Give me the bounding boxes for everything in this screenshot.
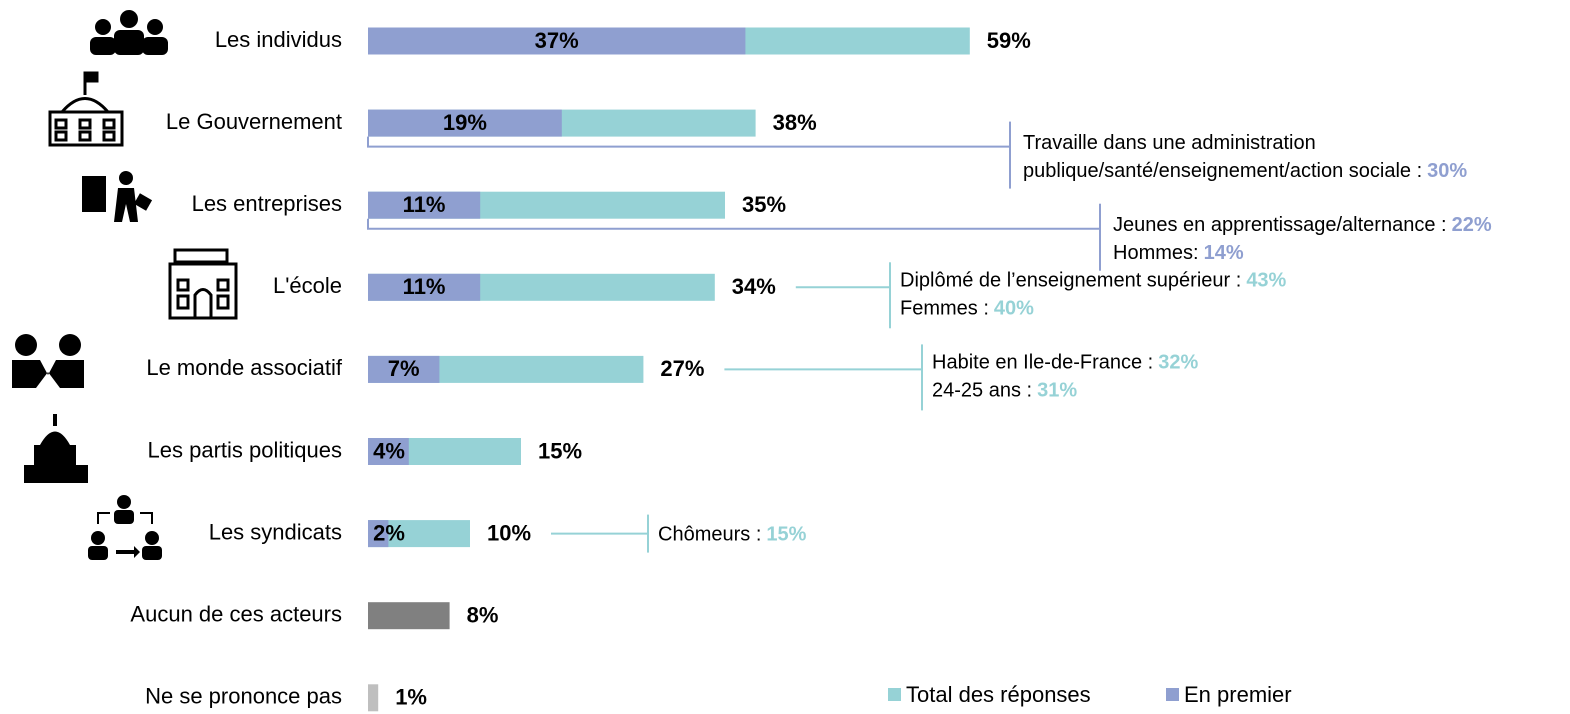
value-label-total: 8% (467, 603, 499, 628)
annotation-value: 30% (1427, 160, 1467, 182)
annotation-line: Travaille dans une administration (1023, 132, 1316, 154)
value-label-total: 15% (538, 438, 582, 463)
annotation-text: Jeunes en apprentissage/alternance : (1113, 214, 1447, 236)
annotation-text: Habite en Ile-de-France : (932, 352, 1153, 374)
annotation-text: Chômeurs : (658, 524, 761, 546)
annotation-text: 24-25 ans : (932, 380, 1032, 402)
value-label-premier: 37% (535, 28, 579, 53)
annotation-line: Jeunes en apprentissage/alternance :22% (1113, 214, 1492, 236)
icons (12, 10, 238, 560)
icon-school (168, 248, 238, 320)
annotation: Chômeurs :15% (551, 514, 807, 553)
legend: Total des réponses En premier (888, 682, 1292, 707)
value-label-total: 34% (732, 274, 776, 299)
bar-total (368, 602, 450, 630)
annotation-value: 14% (1204, 242, 1244, 264)
annotation-text: Diplômé de l’enseignement supérieur : (900, 270, 1241, 292)
annotation-line: Habite en Ile-de-France :32% (932, 352, 1198, 374)
annotation-line: Hommes: 14% (1113, 242, 1244, 264)
bar-total (368, 684, 379, 712)
category-label: Aucun de ces acteurs (130, 602, 342, 627)
annotation-value: 15% (766, 524, 806, 546)
annotation-value: 31% (1037, 380, 1077, 402)
icon-union (88, 495, 162, 560)
legend-swatch (888, 688, 901, 701)
value-label-total: 27% (660, 356, 704, 381)
bar-premier (368, 355, 440, 383)
value-label-premier: 7% (388, 356, 420, 381)
annotation: Jeunes en apprentissage/alternance :22% H… (367, 203, 1492, 271)
annotation-value: 40% (994, 298, 1034, 320)
annotation-value: 22% (1452, 214, 1492, 236)
annotation-line: 24-25 ans :31% (932, 380, 1077, 402)
legend-label: En premier (1184, 682, 1292, 707)
icon-association (12, 334, 84, 388)
category-label: Le Gouvernement (166, 109, 342, 134)
annotation-value: 43% (1246, 270, 1286, 292)
value-label-total: 35% (742, 192, 786, 217)
category-label: Les entreprises (192, 191, 342, 216)
icon-people (90, 10, 168, 55)
category-label: L'école (273, 273, 342, 298)
bar-premier (368, 27, 746, 55)
icon-government (48, 71, 124, 147)
value-label-premier: 4% (373, 438, 405, 463)
value-label-premier: 2% (373, 520, 405, 545)
value-label-total: 59% (987, 28, 1031, 53)
annotation-value: 32% (1158, 352, 1198, 374)
annotation-line: Chômeurs :15% (658, 524, 807, 546)
category-label: Le monde associatif (146, 355, 343, 380)
legend-swatch (1166, 688, 1179, 701)
icon-company (82, 171, 153, 222)
category-label: Les individus (215, 27, 342, 52)
value-label-total: 1% (395, 685, 427, 710)
icon-capitol (24, 414, 88, 483)
annotation-text: Hommes: (1113, 242, 1199, 264)
annotation-line: publique/santé/enseignement/action socia… (1023, 160, 1467, 182)
annotation-line: Diplômé de l’enseignement supérieur :43% (900, 270, 1287, 292)
annotation: Diplômé de l’enseignement supérieur :43%… (795, 262, 1287, 329)
annotation: Habite en Ile-de-France :32%24-25 ans :3… (724, 344, 1198, 411)
bar-premier (368, 438, 409, 465)
category-label: Les partis politiques (148, 437, 342, 462)
annotation-text: Femmes : (900, 298, 989, 320)
annotation-connector (367, 136, 1010, 148)
category-label: Ne se prononce pas (145, 684, 342, 709)
value-label-premier: 11% (403, 192, 446, 217)
value-label-total: 10% (487, 520, 531, 545)
bar-premier (368, 520, 389, 548)
value-label-premier: 11% (403, 274, 446, 299)
bar-premier (368, 191, 481, 219)
annotation-line: Femmes :40% (900, 298, 1034, 320)
value-label-total: 38% (773, 110, 817, 135)
category-label: Les syndicats (209, 519, 342, 544)
annotation: Travaille dans une administration publiqu… (367, 121, 1467, 189)
bar-premier (368, 273, 481, 301)
annotation-text: publique/santé/enseignement/action socia… (1023, 160, 1422, 182)
bar-premier (368, 109, 562, 137)
annotation-connector (367, 218, 1100, 230)
annotation-text: Travaille dans une administration (1023, 132, 1316, 154)
value-label-premier: 19% (443, 110, 487, 135)
legend-label: Total des réponses (906, 682, 1091, 707)
